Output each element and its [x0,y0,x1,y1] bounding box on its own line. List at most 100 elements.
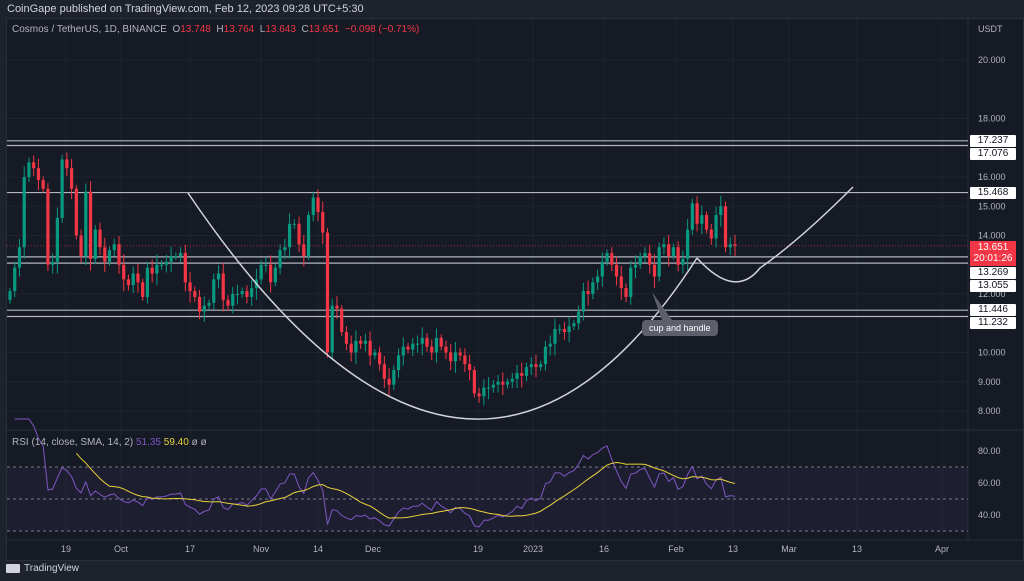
level-price-tag: 17.237 [970,134,1016,147]
candle-body [359,340,363,344]
price-tick: 12.000 [978,289,1006,299]
candle-body [178,253,183,256]
candle-body [434,337,439,353]
candle-body [648,253,652,265]
candle-body [515,372,519,379]
candle-body [378,352,382,365]
time-tick: 13 [728,544,738,554]
candle-body [226,299,230,306]
candle-body [55,217,59,262]
price-tick: 10.000 [978,348,1006,358]
candle-body [216,273,221,280]
candle-body [368,340,372,356]
candle-body [723,206,728,248]
level-price-tag: 15.468 [970,186,1016,199]
candle-body [231,294,235,306]
candle-body [624,288,628,297]
candle-body [524,367,529,376]
candle-body [406,346,410,350]
candle-body [714,215,718,239]
candle-body [600,261,604,277]
candle-body [614,264,619,277]
candle-body [539,364,543,368]
change-value: −0.098 (−0.71%) [344,24,420,35]
candle-body [349,343,353,353]
candle-body [567,326,571,333]
high-value: 13.764 [223,24,255,35]
candle-body [145,267,150,297]
candle-body [212,279,216,303]
candle-body [354,340,358,353]
candle-body [387,378,391,385]
time-tick: Feb [668,544,684,554]
candle-body [155,264,159,274]
time-tick: Dec [365,544,382,554]
time-tick: 17 [185,544,195,554]
candle-body [529,364,533,368]
candle-body [340,308,344,333]
rsi-sma-value: 59.40 [163,437,189,448]
price-tick: 18.000 [978,114,1006,124]
candle-body [643,253,647,256]
candle-body [728,244,732,248]
candle-body [169,255,173,262]
candle-body [501,381,505,385]
candle-body [396,355,401,371]
candle-body [553,329,557,344]
price-tick: 16.000 [978,172,1006,182]
candle-body [36,168,41,180]
candle-body [141,282,145,297]
candle-body [107,250,112,262]
annotation-pointer [652,292,672,320]
candle-body [344,332,349,344]
candle-body [330,305,334,353]
rsi-tick: 60.00 [978,478,1001,488]
candle-body [32,162,36,169]
rsi-tick: 80.00 [978,446,1001,456]
candle-body [558,329,562,331]
candle-body [65,159,69,169]
candle-body [174,255,178,257]
rsi-legend: RSI (14, close, SMA, 14, 2) 51.35 59.40 … [12,437,207,448]
candle-body [363,340,367,344]
candle-body [411,343,415,350]
candle-body [79,235,83,256]
candle-body [27,162,31,177]
candle-body [619,276,623,289]
candle-body [638,255,642,265]
candle-body [88,191,93,259]
candle-body [98,229,102,248]
candle-body [595,276,600,283]
candle-body [719,206,723,216]
candle-body [491,384,495,388]
time-tick: Apr [935,544,949,554]
candle-body [463,355,467,365]
candle-body [112,244,116,251]
currency-label: USDT [978,24,1003,34]
candle-body [273,267,277,283]
candle-body [468,364,472,371]
cup-curve [187,192,698,420]
candle-body [472,370,476,394]
candle-body [306,215,311,256]
candle-body [453,352,458,362]
candle-body [449,352,453,362]
candle-body [610,253,614,265]
candle-body [382,364,386,379]
footer: TradingView [6,563,79,574]
candle-body [283,247,287,251]
candle-body [60,159,64,218]
candle-body [392,370,396,385]
candle-body [207,302,211,306]
cup-and-handle-label[interactable]: cup and handle [642,320,718,336]
open-value: 13.748 [180,24,211,35]
candle-body [686,229,690,259]
candle-body [496,381,500,385]
candle-body [704,215,709,230]
candle-body [700,215,704,224]
candle-body [287,223,292,248]
level-price-tag: 13.269 [970,267,1016,279]
level-price-tag: 17.076 [970,147,1016,160]
candle-body [188,282,192,292]
